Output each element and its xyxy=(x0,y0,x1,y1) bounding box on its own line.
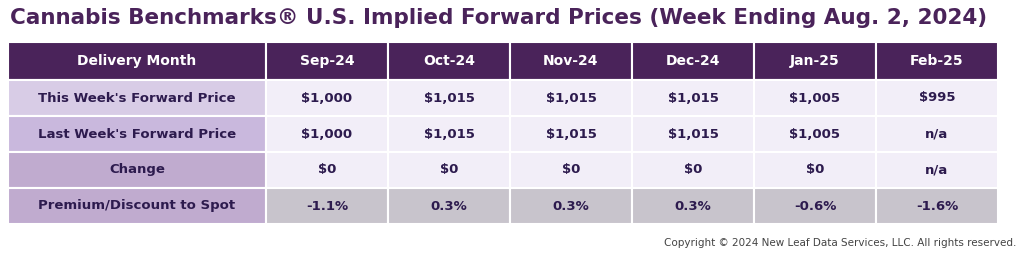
Bar xyxy=(876,116,998,152)
Text: Change: Change xyxy=(110,164,165,177)
Text: -1.1%: -1.1% xyxy=(306,199,348,213)
Text: 0.3%: 0.3% xyxy=(553,199,590,213)
Text: Sep-24: Sep-24 xyxy=(300,54,354,68)
Bar xyxy=(8,42,266,80)
Bar xyxy=(388,152,510,188)
Text: Feb-25: Feb-25 xyxy=(910,54,964,68)
Text: -1.6%: -1.6% xyxy=(915,199,958,213)
Text: $1,015: $1,015 xyxy=(546,128,596,140)
Text: $1,015: $1,015 xyxy=(424,91,474,104)
Bar xyxy=(266,116,388,152)
Text: Premium/Discount to Spot: Premium/Discount to Spot xyxy=(39,199,236,213)
Bar xyxy=(388,188,510,224)
Bar xyxy=(266,80,388,116)
Text: 0.3%: 0.3% xyxy=(675,199,712,213)
Text: Cannabis Benchmarks® U.S. Implied Forward Prices (Week Ending Aug. 2, 2024): Cannabis Benchmarks® U.S. Implied Forwar… xyxy=(10,8,987,28)
Text: 0.3%: 0.3% xyxy=(431,199,467,213)
Text: Copyright © 2024 New Leaf Data Services, LLC. All rights reserved.: Copyright © 2024 New Leaf Data Services,… xyxy=(664,238,1016,248)
Text: $1,000: $1,000 xyxy=(301,91,352,104)
Bar xyxy=(754,188,876,224)
Text: $0: $0 xyxy=(440,164,458,177)
Text: $995: $995 xyxy=(919,91,955,104)
Text: $1,015: $1,015 xyxy=(424,128,474,140)
Text: Oct-24: Oct-24 xyxy=(423,54,475,68)
Bar xyxy=(388,42,510,80)
Bar xyxy=(632,42,754,80)
Bar xyxy=(876,152,998,188)
Text: $1,000: $1,000 xyxy=(301,128,352,140)
Bar xyxy=(632,116,754,152)
Text: $1,005: $1,005 xyxy=(790,91,841,104)
Bar xyxy=(388,116,510,152)
Text: n/a: n/a xyxy=(926,164,948,177)
Text: Dec-24: Dec-24 xyxy=(666,54,720,68)
Bar xyxy=(8,116,266,152)
Bar xyxy=(876,80,998,116)
Bar xyxy=(266,188,388,224)
Bar xyxy=(8,188,266,224)
Text: n/a: n/a xyxy=(926,128,948,140)
Bar xyxy=(754,116,876,152)
Bar xyxy=(8,152,266,188)
Bar xyxy=(876,188,998,224)
Bar xyxy=(510,116,632,152)
Text: $1,015: $1,015 xyxy=(668,91,719,104)
Bar xyxy=(754,152,876,188)
Text: Delivery Month: Delivery Month xyxy=(78,54,197,68)
Text: -0.6%: -0.6% xyxy=(794,199,837,213)
Bar xyxy=(754,42,876,80)
Text: $1,005: $1,005 xyxy=(790,128,841,140)
Bar xyxy=(510,152,632,188)
Bar xyxy=(754,80,876,116)
Text: $0: $0 xyxy=(684,164,702,177)
Bar xyxy=(266,152,388,188)
Bar xyxy=(876,42,998,80)
Bar xyxy=(266,42,388,80)
Text: $0: $0 xyxy=(562,164,581,177)
Text: Last Week's Forward Price: Last Week's Forward Price xyxy=(38,128,237,140)
Bar xyxy=(510,80,632,116)
Bar xyxy=(510,42,632,80)
Text: $1,015: $1,015 xyxy=(546,91,596,104)
Bar xyxy=(632,152,754,188)
Text: Nov-24: Nov-24 xyxy=(544,54,599,68)
Text: $0: $0 xyxy=(806,164,824,177)
Bar xyxy=(8,80,266,116)
Bar xyxy=(388,80,510,116)
Bar xyxy=(632,188,754,224)
Text: This Week's Forward Price: This Week's Forward Price xyxy=(38,91,236,104)
Bar xyxy=(510,188,632,224)
Text: Jan-25: Jan-25 xyxy=(791,54,840,68)
Text: $0: $0 xyxy=(317,164,336,177)
Bar xyxy=(632,80,754,116)
Text: $1,015: $1,015 xyxy=(668,128,719,140)
